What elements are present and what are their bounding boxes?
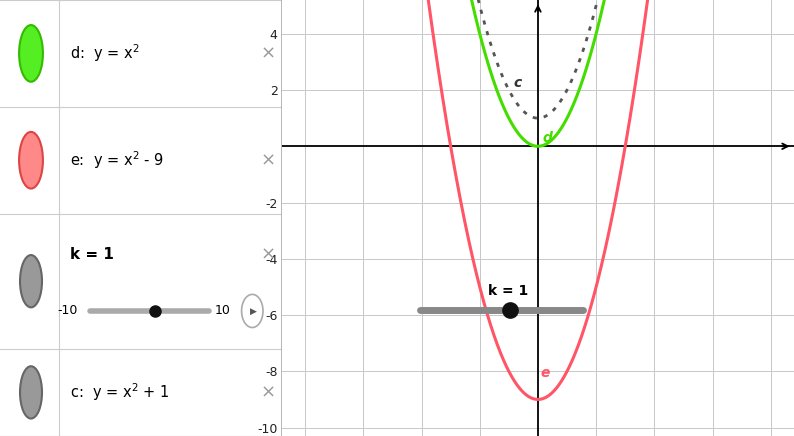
Text: k = 1: k = 1	[71, 247, 114, 262]
Text: ×: ×	[260, 44, 276, 62]
Circle shape	[241, 294, 263, 327]
Text: c: c	[513, 76, 522, 90]
Text: e: e	[541, 366, 550, 380]
Text: ▶: ▶	[249, 307, 256, 316]
Text: d:  y = x$^2$: d: y = x$^2$	[71, 43, 141, 64]
Text: ×: ×	[260, 383, 276, 402]
Text: -10: -10	[57, 304, 78, 317]
Text: ×: ×	[260, 245, 276, 263]
Ellipse shape	[19, 132, 43, 188]
Ellipse shape	[20, 366, 42, 419]
Ellipse shape	[19, 25, 43, 82]
Text: 10: 10	[214, 304, 230, 317]
Text: k = 1: k = 1	[488, 284, 528, 298]
Ellipse shape	[20, 255, 42, 307]
Text: e:  y = x$^2$ - 9: e: y = x$^2$ - 9	[71, 150, 164, 171]
Text: d: d	[542, 131, 552, 145]
Text: c:  y = x$^2$ + 1: c: y = x$^2$ + 1	[71, 382, 170, 403]
Text: ×: ×	[260, 151, 276, 169]
